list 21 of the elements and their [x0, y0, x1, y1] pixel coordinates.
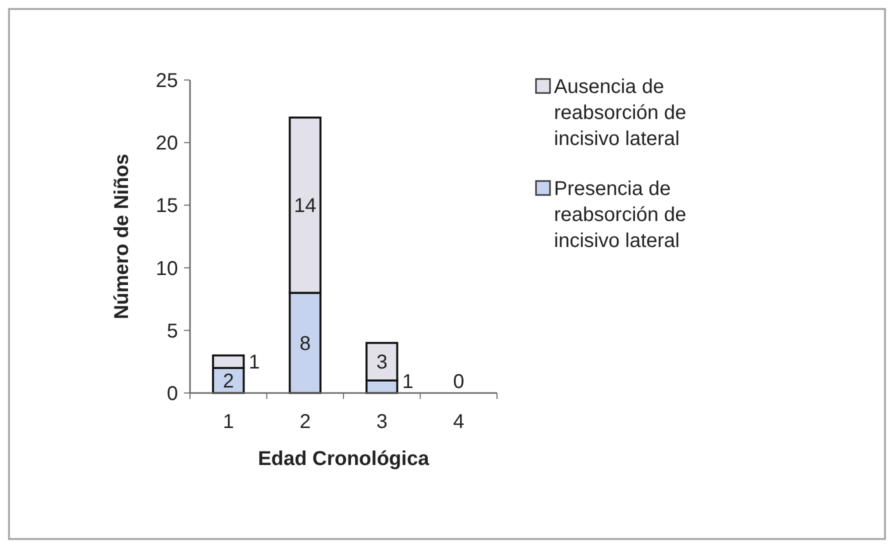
x-tick-label: 2 [300, 411, 311, 433]
x-tick-label: 3 [376, 411, 388, 433]
legend-label: Ausencia de reabsorción de incisivo lateral [554, 76, 686, 150]
x-axis-title: Edad Cronológica [258, 448, 430, 470]
data-label: 14 [294, 195, 316, 218]
y-tick-label: 0 [166, 383, 178, 405]
y-tick-label: 25 [156, 70, 178, 92]
y-axis-title: Número de Niños [111, 154, 133, 320]
data-label: 1 [402, 371, 414, 393]
legend-label: Presencia de reabsorción de incisivo lateral [554, 178, 686, 252]
data-label: 1 [248, 352, 260, 374]
y-tick-label: 5 [166, 320, 178, 342]
data-label: 0 [453, 371, 464, 393]
y-tick-label: 15 [156, 195, 178, 218]
data-label: 2 [222, 370, 234, 392]
x-tick-label: 4 [453, 411, 464, 433]
data-label: 8 [300, 332, 311, 355]
y-tick-label: 10 [156, 258, 178, 280]
x-tick-label: 1 [222, 411, 234, 433]
y-tick-label: 20 [156, 132, 178, 155]
data-label: 3 [376, 352, 388, 374]
